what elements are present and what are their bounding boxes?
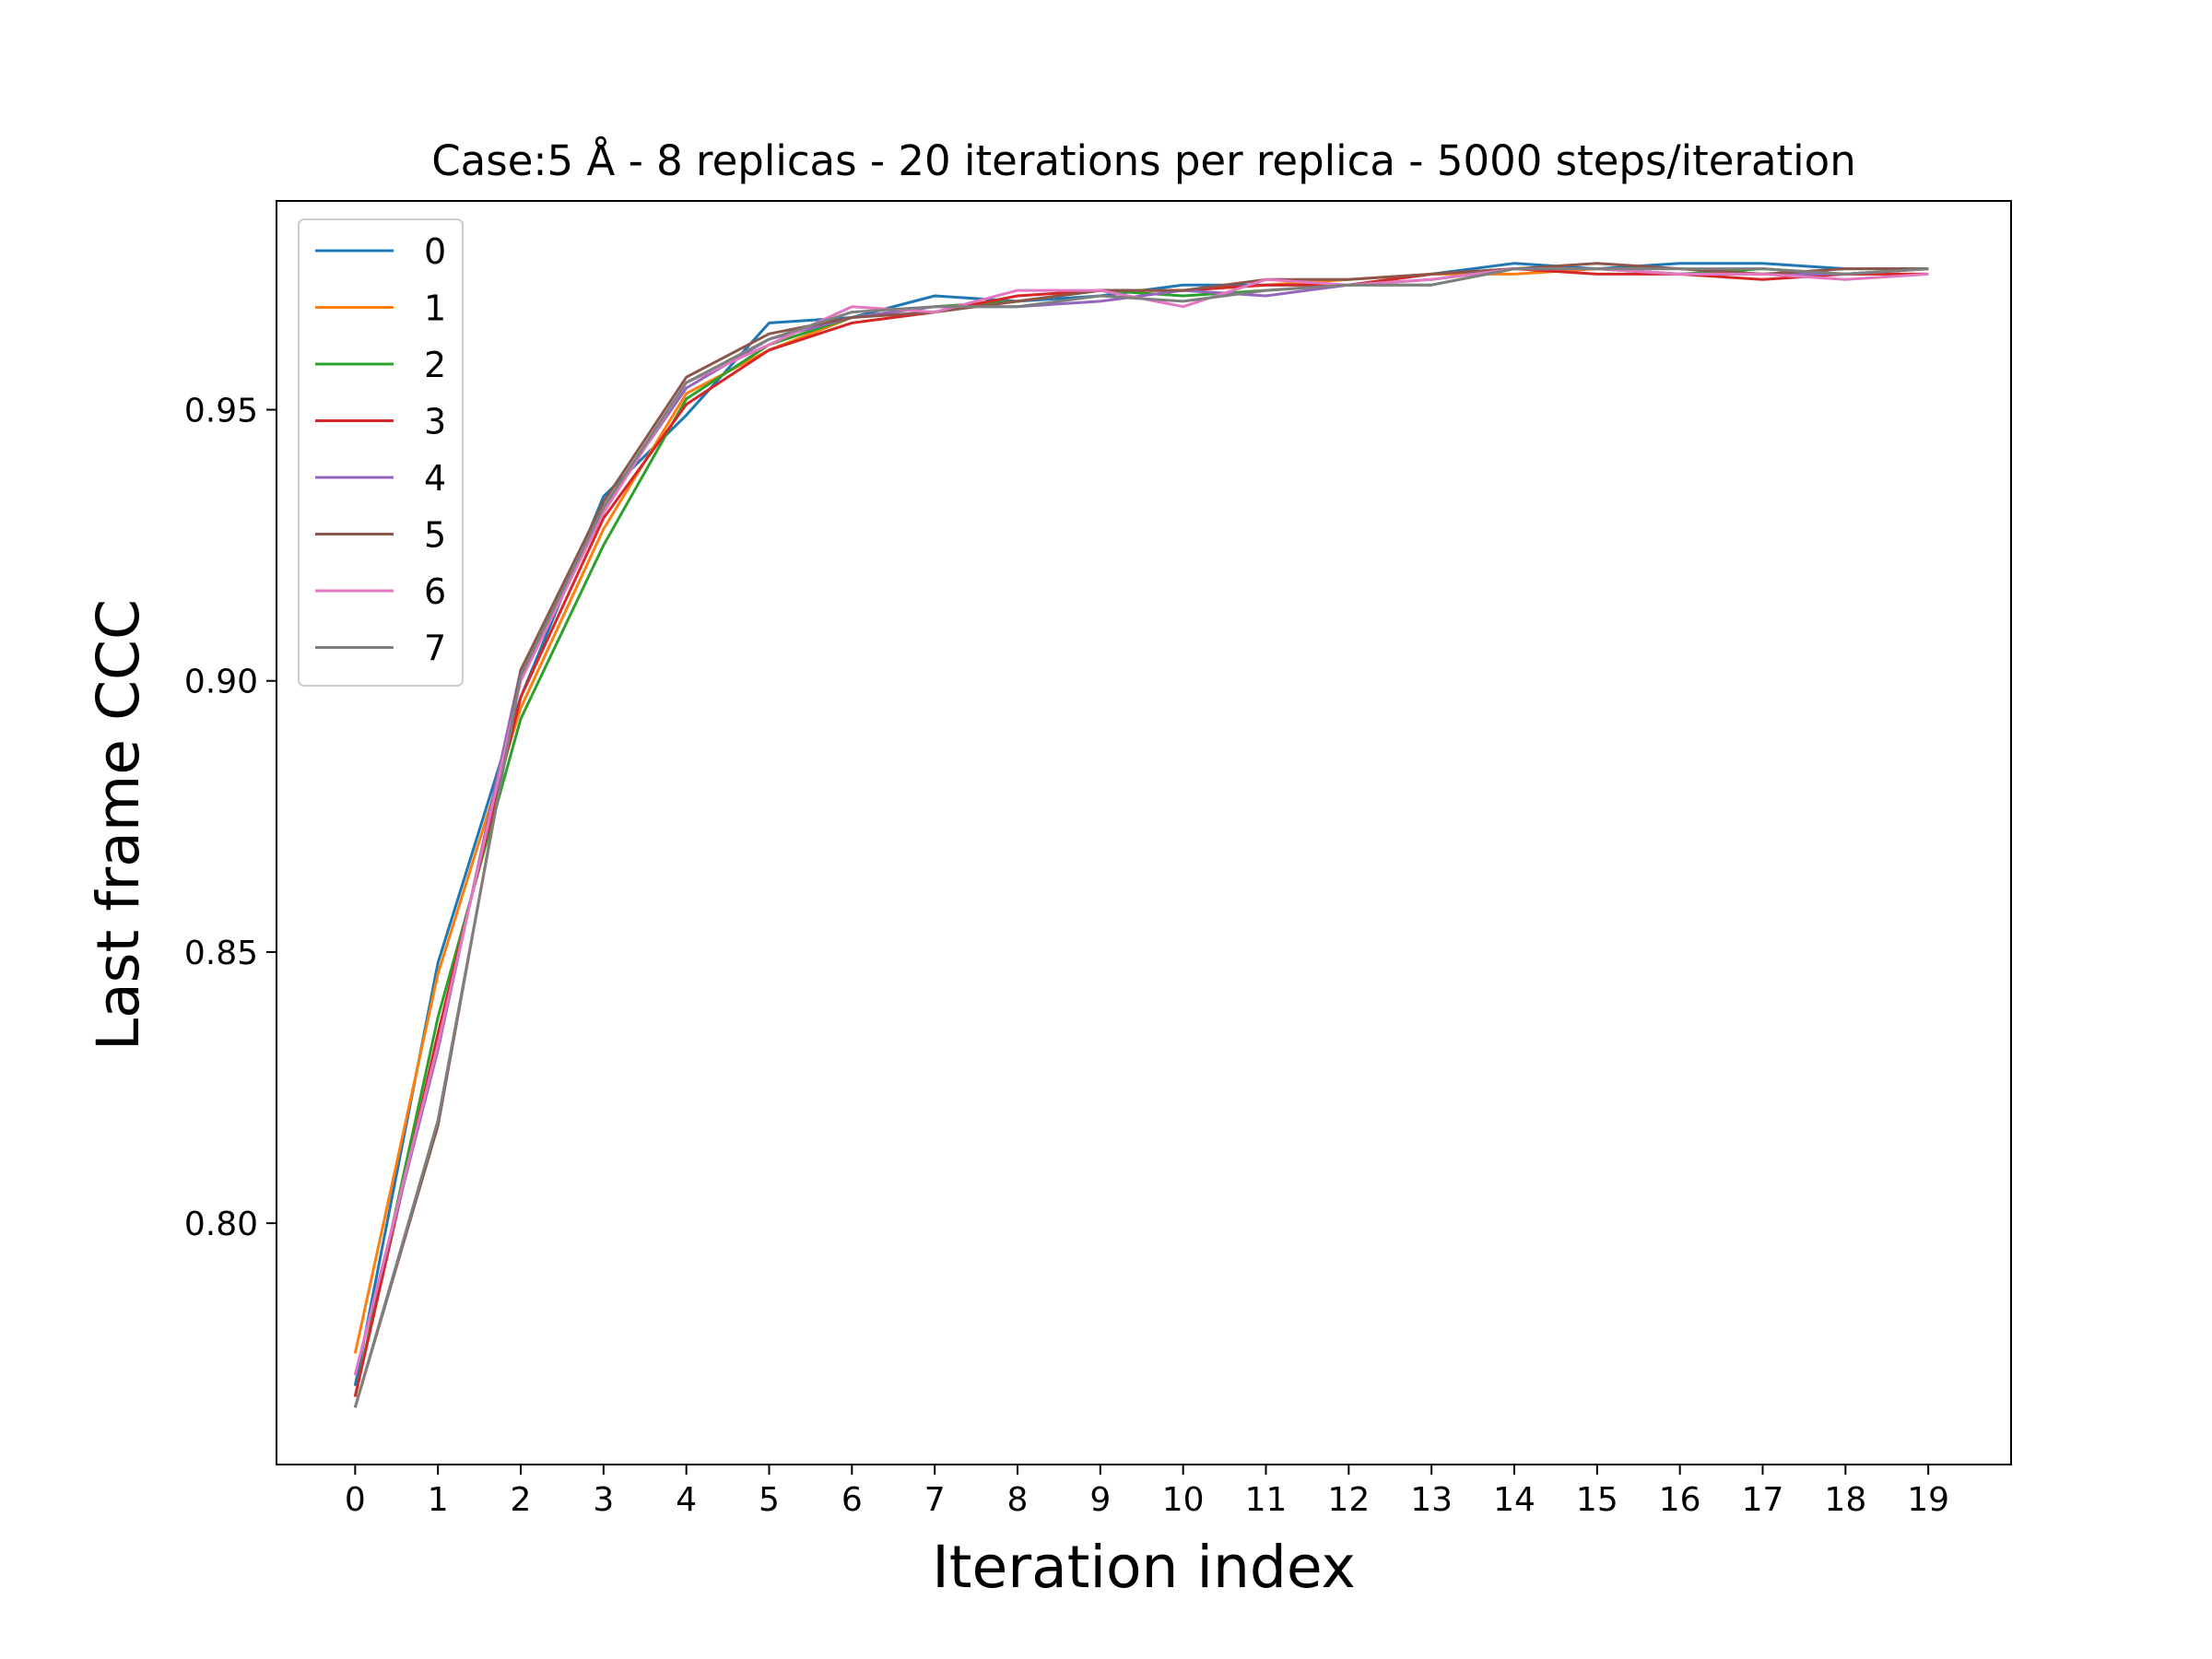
- x-axis: 0 1 2 3 4 5 6 7 8 9 10 11 12 13 14 15 16 17 18 19: [345, 1465, 1949, 1519]
- legend-label: 0: [424, 231, 446, 272]
- x-tick-label: 11: [1245, 1481, 1288, 1519]
- legend-label: 6: [424, 571, 446, 612]
- plot-background: [276, 201, 2011, 1465]
- x-tick-label: 19: [1907, 1481, 1949, 1519]
- legend-item-1[interactable]: 1: [315, 288, 446, 329]
- x-tick-label: 15: [1576, 1481, 1618, 1519]
- y-tick-label: 0.85: [184, 935, 258, 972]
- y-tick-label: 0.95: [184, 393, 258, 430]
- legend-item-4[interactable]: 4: [315, 458, 446, 499]
- legend-label: 5: [424, 515, 446, 556]
- legend-item-5[interactable]: 5: [315, 515, 446, 556]
- x-tick-label: 3: [593, 1481, 614, 1519]
- y-tick-label: 0.80: [184, 1206, 258, 1243]
- x-tick-label: 16: [1659, 1481, 1701, 1519]
- legend-box: [298, 218, 464, 687]
- x-tick-label: 7: [924, 1481, 946, 1519]
- legend-item-6[interactable]: 6: [315, 571, 446, 612]
- y-axis-title: Last frame CCC: [85, 599, 152, 1051]
- x-tick-label: 8: [1007, 1481, 1029, 1519]
- plot-area: [276, 200, 2012, 1465]
- legend-item-0[interactable]: 0: [315, 231, 446, 272]
- x-tick-label: 17: [1742, 1481, 1784, 1519]
- x-axis-title: Iteration index: [932, 1534, 1356, 1601]
- x-tick-label: 2: [511, 1481, 532, 1519]
- legend-label: 7: [424, 629, 446, 669]
- legend-label: 2: [424, 345, 446, 385]
- legend-label: 1: [424, 288, 446, 329]
- x-tick-label: 6: [841, 1481, 863, 1519]
- legend-item-3[interactable]: 3: [315, 402, 446, 442]
- x-tick-label: 10: [1162, 1481, 1205, 1519]
- legend-item-2[interactable]: 2: [315, 345, 446, 385]
- x-tick-label: 12: [1327, 1481, 1370, 1519]
- chart-title: Case:5 Å - 8 replicas - 20 iterations pe…: [431, 136, 1855, 185]
- legend-label: 3: [424, 402, 446, 442]
- plot-frame: [276, 200, 2012, 1465]
- y-axis: 0.80 0.85 0.90 0.95: [184, 393, 276, 1243]
- legend-item-7[interactable]: 7: [315, 629, 446, 669]
- x-tick-label: 14: [1493, 1481, 1535, 1519]
- x-tick-label: 5: [759, 1481, 780, 1519]
- legend[interactable]: 0 1 2 3 4 5 6 7: [298, 218, 464, 687]
- x-tick-label: 9: [1089, 1481, 1111, 1519]
- series-line-7: [353, 267, 1929, 1408]
- x-tick-label: 1: [428, 1481, 449, 1519]
- x-tick-label: 18: [1824, 1481, 1866, 1519]
- x-tick-label: 4: [676, 1481, 697, 1519]
- x-tick-label: 13: [1410, 1481, 1453, 1519]
- x-tick-label: 0: [345, 1481, 366, 1519]
- y-tick-label: 0.90: [184, 664, 258, 701]
- legend-label: 4: [424, 458, 446, 499]
